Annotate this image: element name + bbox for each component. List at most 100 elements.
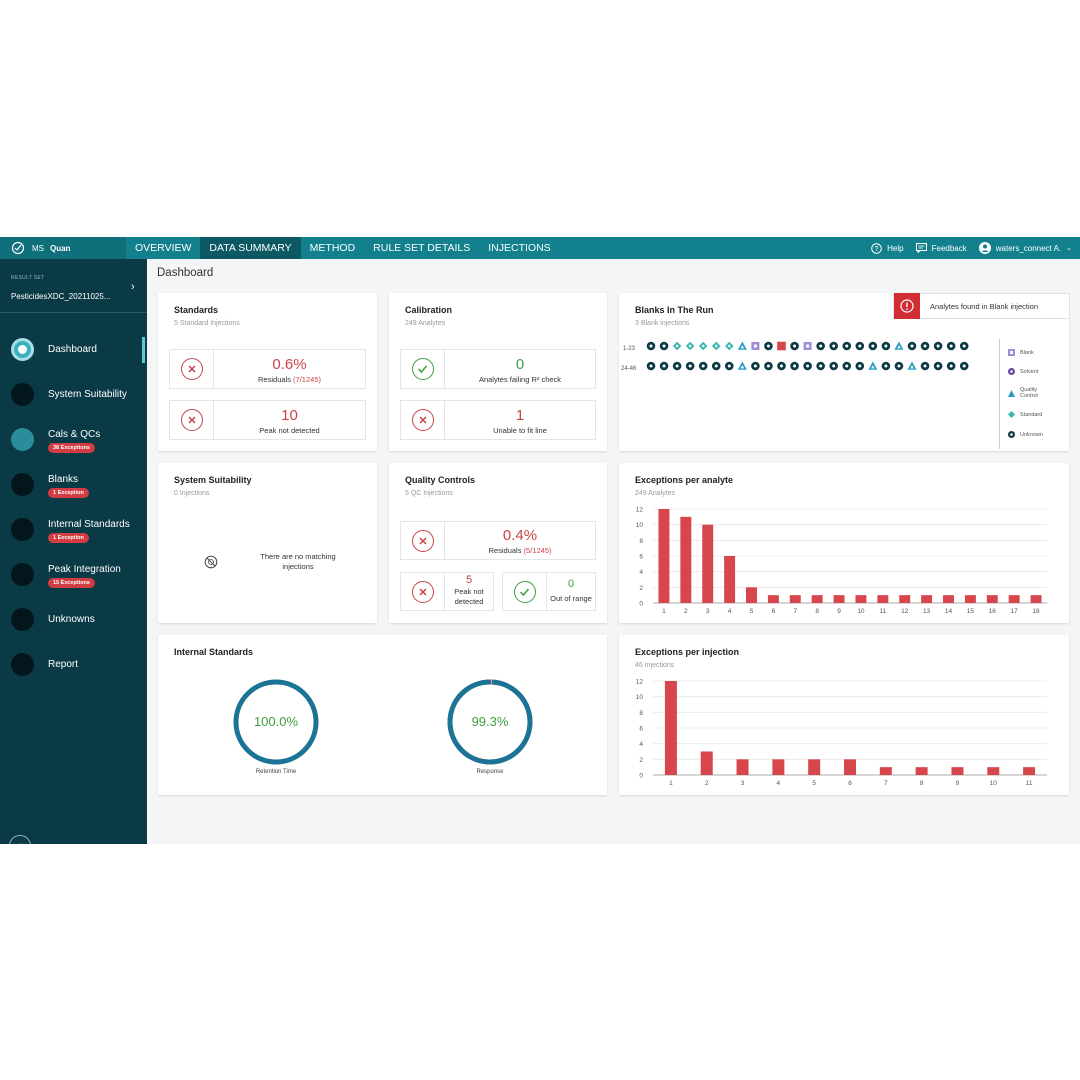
unknown-marker[interactable] (698, 361, 708, 371)
unknown-marker[interactable] (829, 341, 838, 351)
unknown-marker[interactable] (946, 341, 956, 351)
bar[interactable] (767, 595, 779, 603)
unknown-marker[interactable] (842, 341, 852, 351)
bar[interactable] (772, 759, 785, 775)
app-brand[interactable]: MS Quan (0, 237, 126, 259)
sidebar-item-system-suitability[interactable]: System Suitability (0, 376, 147, 416)
unknown-marker[interactable] (881, 341, 891, 351)
sidebar-item-unknowns[interactable]: Unknowns (0, 601, 147, 641)
unknown-marker[interactable] (790, 361, 799, 371)
bar[interactable] (964, 595, 976, 603)
bar[interactable] (736, 759, 749, 775)
qc-residuals-metric[interactable]: 0.4% Residuals (5/1245) (400, 521, 596, 560)
qc-range-metric[interactable]: 0 Out of range (502, 572, 596, 611)
bar[interactable] (899, 595, 911, 603)
unknown-marker[interactable] (907, 341, 917, 351)
standards-peak-metric[interactable]: 10 Peak not detected (169, 400, 366, 440)
unknown-marker[interactable] (946, 361, 956, 371)
calibration-unable-metric[interactable]: 1 Unable to fit line (400, 400, 596, 440)
unknown-marker[interactable] (920, 361, 930, 371)
bar[interactable] (855, 595, 867, 603)
blank-marker[interactable] (751, 342, 760, 350)
qc-marker[interactable] (737, 361, 747, 370)
unknown-marker[interactable] (751, 361, 760, 371)
standards-residuals-metric[interactable]: 0.6% Residuals (7/1245) (169, 349, 366, 389)
qc-peak-metric[interactable]: 5 Peak not detected (400, 572, 494, 611)
unknown-marker[interactable] (894, 361, 904, 371)
unknown-marker[interactable] (725, 361, 734, 371)
chevron-right-icon[interactable]: › (131, 281, 135, 293)
unknown-marker[interactable] (842, 361, 852, 371)
qc-marker[interactable] (868, 361, 878, 370)
sidebar-item-peak-integration[interactable]: Peak Integration 15 Exceptions (0, 556, 147, 596)
bar[interactable] (986, 595, 998, 603)
bar[interactable] (833, 595, 845, 603)
bar[interactable] (951, 767, 964, 775)
unknown-marker[interactable] (764, 341, 773, 351)
unknown-marker[interactable] (868, 341, 878, 351)
exceptions-per-analyte-card[interactable]: Exceptions per analyte 249 Analytes 0 2 4 6… (619, 463, 1069, 623)
bar[interactable] (877, 595, 889, 603)
system-suitability-card[interactable]: System Suitability 0 Injections There ar… (158, 463, 377, 623)
result-set-name[interactable]: PesticidesXDC_20211025... (11, 292, 111, 301)
tab-overview[interactable]: OVERVIEW (135, 242, 192, 254)
collapse-sidebar-button[interactable]: « (9, 835, 31, 844)
help-button[interactable]: ? Help (871, 242, 904, 254)
calibration-card[interactable]: Calibration 249 Analytes 0 Analytes fail… (389, 293, 607, 451)
bar[interactable] (680, 516, 692, 603)
bar[interactable] (1023, 767, 1036, 775)
standard-marker[interactable] (711, 341, 721, 351)
unknown-marker[interactable] (829, 361, 838, 371)
blank-alert[interactable]: Analytes found in Blank injection (893, 293, 1070, 319)
standard-marker[interactable] (685, 341, 695, 351)
internal-standards-card[interactable]: Internal Standards 100.0% Retention Time… (158, 635, 607, 795)
bar[interactable] (811, 595, 823, 603)
unknown-marker[interactable] (659, 361, 669, 371)
standard-marker[interactable] (698, 341, 708, 351)
unknown-marker[interactable] (672, 361, 682, 371)
tab-injections[interactable]: INJECTIONS (488, 242, 551, 254)
unknown-marker[interactable] (646, 361, 656, 371)
bar[interactable] (658, 509, 670, 603)
user-menu[interactable]: waters_connect A. ⌄ (978, 242, 1072, 254)
unknown-marker[interactable] (816, 361, 825, 371)
unknown-marker[interactable] (855, 361, 865, 371)
unknown-marker[interactable] (855, 341, 865, 351)
bar[interactable] (1030, 595, 1042, 603)
standard-marker[interactable] (672, 341, 682, 351)
unknown-marker[interactable] (920, 341, 930, 351)
unknown-marker[interactable] (711, 361, 721, 371)
standards-card[interactable]: Standards 5 Standard Injections 0.6% Res… (158, 293, 377, 451)
unknown-marker[interactable] (790, 341, 799, 351)
sidebar-item-report[interactable]: Report (0, 646, 147, 686)
bar[interactable] (700, 751, 713, 776)
bar[interactable] (808, 759, 821, 775)
bar[interactable] (915, 767, 928, 775)
flagged-blank-marker[interactable] (777, 341, 786, 351)
unknown-marker[interactable] (933, 361, 943, 371)
sidebar-item-cals-qcs[interactable]: Cals & QCs 38 Exceptions (0, 421, 147, 461)
blank-marker[interactable] (803, 342, 812, 350)
unknown-marker[interactable] (959, 361, 969, 371)
standard-marker[interactable] (725, 341, 734, 351)
quality-controls-card[interactable]: Quality Controls 5 QC Injections 0.4% Re… (389, 463, 607, 623)
calibration-failing-metric[interactable]: 0 Analytes failing R² check (400, 349, 596, 389)
bar[interactable] (987, 767, 1000, 775)
unknown-marker[interactable] (933, 341, 943, 351)
bar[interactable] (702, 524, 714, 603)
unknown-marker[interactable] (777, 361, 786, 371)
qc-marker[interactable] (894, 341, 904, 350)
bar[interactable] (943, 595, 954, 603)
sidebar-item-internal-standards[interactable]: Internal Standards 1 Exception (0, 511, 147, 551)
unknown-marker[interactable] (659, 341, 669, 351)
sidebar-item-blanks[interactable]: Blanks 1 Exception (0, 466, 147, 506)
blanks-card[interactable]: Blanks In The Run 3 Blank injections Ana… (619, 293, 1070, 451)
bar[interactable] (664, 681, 677, 775)
unknown-marker[interactable] (816, 341, 825, 351)
unknown-marker[interactable] (685, 361, 695, 371)
unknown-marker[interactable] (881, 361, 891, 371)
bar[interactable] (921, 595, 933, 603)
tab-rule-set-details[interactable]: RULE SET DETAILS (373, 242, 471, 254)
bar[interactable] (879, 767, 892, 775)
qc-marker[interactable] (737, 341, 747, 350)
